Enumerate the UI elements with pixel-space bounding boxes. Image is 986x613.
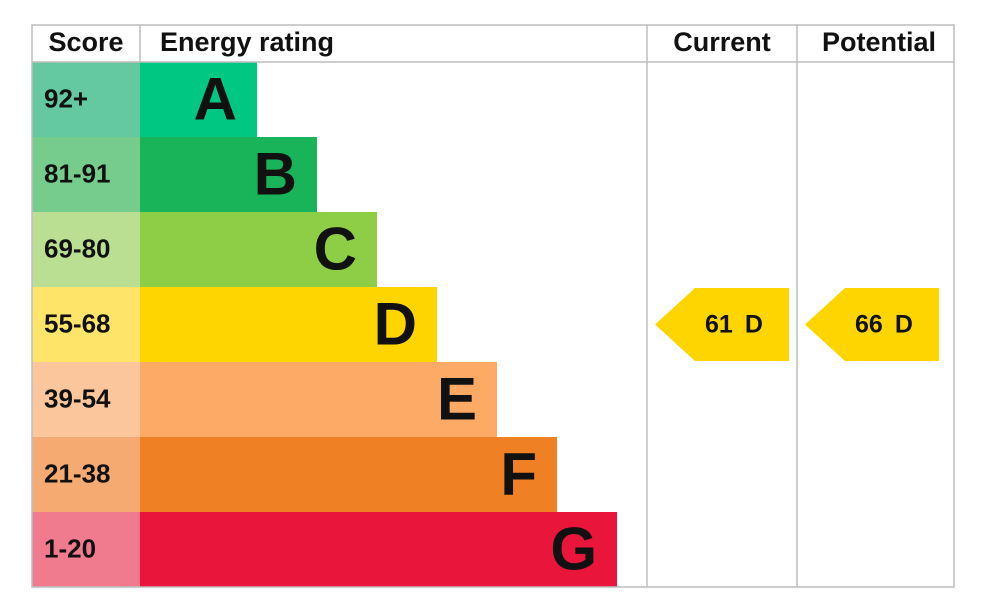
current-label: 61 D [705, 310, 763, 338]
rating-bar [140, 212, 377, 287]
rating-letter: C [314, 215, 357, 282]
rating-bar [140, 287, 437, 362]
score-cell [32, 287, 140, 362]
rating-letter: F [500, 440, 537, 507]
header-score: Score [48, 27, 123, 57]
score-cell [32, 137, 140, 212]
rating-letter: E [437, 365, 477, 432]
score-label: 1-20 [44, 533, 96, 563]
rating-bar [140, 62, 257, 137]
rating-bar [140, 437, 557, 512]
score-label: 69-80 [44, 233, 111, 263]
rating-letter: D [374, 290, 417, 357]
rating-bar [140, 137, 317, 212]
potential-label: 66 D [855, 310, 913, 338]
potential-arrow [805, 288, 939, 361]
current-value: 61 [705, 310, 733, 338]
score-cell [32, 212, 140, 287]
rating-letter: B [254, 140, 297, 207]
rating-bar [140, 362, 497, 437]
score-label: 39-54 [44, 383, 111, 413]
header-energy-rating: Energy rating [160, 27, 334, 57]
score-cell [32, 62, 140, 137]
score-label: 92+ [44, 83, 88, 113]
rating-bar [140, 512, 617, 587]
potential-rating: D [895, 310, 913, 338]
rating-letter: G [550, 515, 597, 582]
current-arrow [655, 288, 789, 361]
score-label: 81-91 [44, 158, 111, 188]
table-frame [31, 24, 955, 588]
rating-letter: A [194, 65, 237, 132]
header-potential: Potential [822, 27, 936, 57]
score-cell [32, 512, 140, 587]
score-cell [32, 362, 140, 437]
potential-value: 66 [855, 310, 883, 338]
current-rating: D [745, 310, 763, 338]
score-label: 21-38 [44, 458, 111, 488]
header-current: Current [673, 27, 771, 57]
score-cell [32, 437, 140, 512]
score-label: 55-68 [44, 308, 111, 338]
